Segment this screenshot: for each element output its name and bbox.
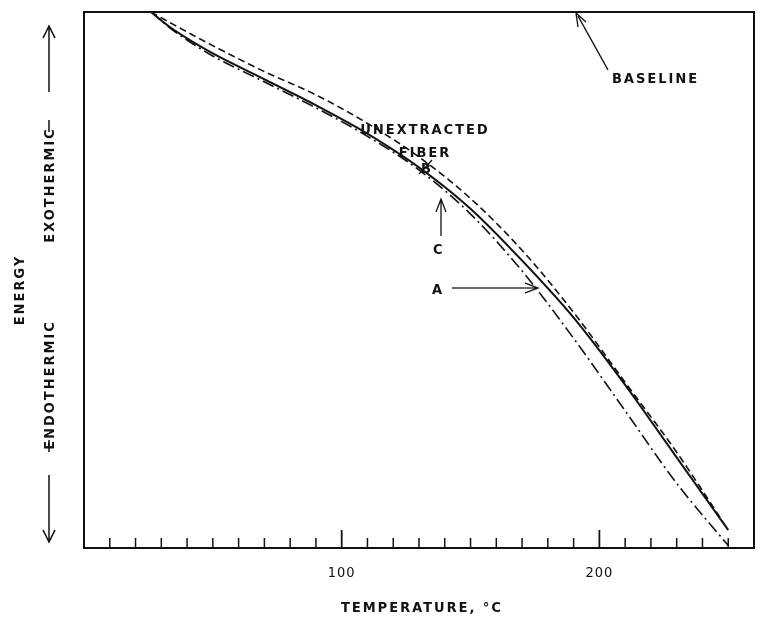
baseline-arrowhead	[575, 11, 587, 28]
y-label-endothermic: ENDOTHERMIC	[43, 320, 58, 450]
series-line-dashed	[150, 11, 729, 531]
x-ticks	[109, 530, 729, 548]
annotation-baseline: BASELINE	[612, 72, 699, 87]
series-group	[150, 11, 730, 547]
annotation-c: C	[433, 243, 445, 258]
annotation-b: B	[421, 162, 433, 177]
b-arrow	[418, 159, 433, 175]
x-tick-label-200: 200	[585, 566, 613, 581]
annotation-a: A	[432, 283, 444, 298]
endothermic-arrowhead	[42, 529, 56, 544]
baseline-arrow	[577, 15, 609, 71]
series-line-solid	[150, 11, 730, 531]
exothermic-arrowhead	[42, 24, 56, 39]
annotation-unextracted: UNEXTRACTED	[360, 123, 489, 138]
y-label-exothermic: EXOTHERMIC	[43, 127, 58, 242]
plot-frame	[83, 11, 755, 549]
c-arrowhead	[435, 197, 447, 213]
y-axis-label: ENERGY	[13, 255, 28, 325]
annotation-fiber: FIBER	[399, 146, 452, 161]
a-arrowhead	[524, 282, 540, 294]
x-axis-label: TEMPERATURE, °C	[341, 601, 503, 616]
x-tick-label-100: 100	[328, 566, 356, 581]
series-line-dashdot	[150, 11, 729, 547]
y-axis-labels: ENERGY EXOTHERMIC ENDOTHERMIC	[13, 24, 58, 544]
